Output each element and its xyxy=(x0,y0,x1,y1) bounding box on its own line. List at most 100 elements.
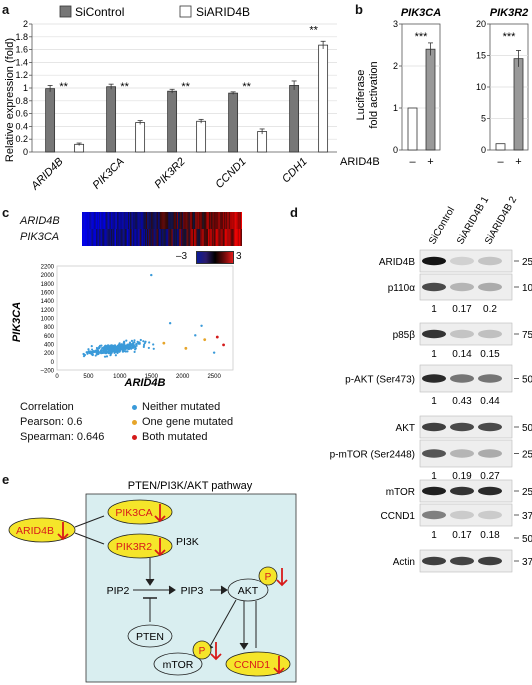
scale-max-label: 3 xyxy=(236,251,242,262)
heatmap-cell xyxy=(84,212,86,229)
panel-b-bar xyxy=(425,48,436,151)
scatter-point xyxy=(130,339,134,342)
scatter-point xyxy=(116,351,119,355)
marker-label: 250 xyxy=(522,487,532,498)
scatter-point xyxy=(142,340,145,343)
scatter-point xyxy=(120,346,123,349)
heatmap-cell xyxy=(216,212,218,229)
heatmap-cell xyxy=(173,212,176,229)
heatmap-cell xyxy=(140,229,143,246)
heatmap-cell xyxy=(203,212,205,229)
heatmap-cell xyxy=(132,212,134,229)
scatter-point xyxy=(139,338,142,342)
heatmap-cell xyxy=(131,229,133,246)
heatmap-cell xyxy=(144,229,147,246)
heatmap-cell xyxy=(172,229,175,246)
heatmap-cell xyxy=(233,212,235,229)
heatmap-cell xyxy=(220,229,223,246)
bar-siarid4b-pik3ca xyxy=(135,122,146,153)
heatmap-cell xyxy=(215,229,217,246)
scatter-point xyxy=(96,348,99,351)
panel-e-letter: e xyxy=(2,472,10,487)
scatter-point-one-mutated xyxy=(162,341,166,345)
heatmap-cell xyxy=(152,229,154,246)
heatmap-cell xyxy=(207,229,210,246)
scatter-point xyxy=(100,348,103,352)
heatmap-cell xyxy=(99,212,101,229)
panel-b-ytick: 2 xyxy=(393,61,398,71)
quantification-value: 0.44 xyxy=(480,396,500,407)
scatter-point xyxy=(129,342,133,346)
heatmap-cell xyxy=(233,229,235,246)
heatmap-cell xyxy=(117,229,119,246)
significance-label: ** xyxy=(120,81,129,93)
heatmap-cell xyxy=(86,212,88,229)
legend-swatch-siarid4b xyxy=(179,5,192,18)
scatter-point xyxy=(133,339,136,342)
marker-label: 100 xyxy=(522,283,532,294)
scatter-point xyxy=(129,347,132,350)
heatmap-cell xyxy=(237,212,240,229)
blot-band xyxy=(450,449,474,458)
heatmap-cell xyxy=(135,229,137,246)
heatmap-cell xyxy=(196,212,198,229)
scatter-point xyxy=(90,348,94,351)
scatter-ytick: 0 xyxy=(51,360,55,366)
panel-c-letter: c xyxy=(2,205,10,220)
heatmap-cell xyxy=(164,229,166,246)
blot-band xyxy=(422,449,446,458)
heatmap-cell xyxy=(169,212,171,229)
heatmap-cell xyxy=(214,229,216,246)
scatter-point-both-mutated xyxy=(215,335,219,339)
blot-row-label: mTOR xyxy=(386,487,415,498)
heatmap-cell xyxy=(199,229,201,246)
heatmap-cell xyxy=(188,212,191,229)
bar-siarid4b-pik3r2 xyxy=(196,120,207,153)
heatmap-cell xyxy=(100,229,102,246)
heatmap-cell xyxy=(203,229,205,246)
heatmap-cell xyxy=(90,212,92,229)
bar-sicontrol-pik3r2 xyxy=(167,90,178,153)
heatmap-cell xyxy=(202,229,204,246)
heatmap-cell xyxy=(178,212,180,229)
scatter-point xyxy=(152,347,155,350)
heatmap-cell xyxy=(165,212,167,229)
heatmap-cell xyxy=(121,229,123,246)
panel-a-ytick: 2 xyxy=(23,19,28,29)
scatter-ytick: 1800 xyxy=(41,282,55,288)
heatmap-cell xyxy=(147,229,149,246)
heatmap-cell xyxy=(95,212,98,229)
heatmap-cell xyxy=(96,229,99,246)
heatmap-cell xyxy=(102,212,104,229)
heatmap-cell xyxy=(156,229,159,246)
heatmap-cell xyxy=(173,229,176,246)
heatmap-cell xyxy=(210,229,212,246)
heatmap-cell xyxy=(204,212,207,229)
bar-siarid4b-ccnd1 xyxy=(257,131,268,153)
heatmap-label-pik3ca: PIK3CA xyxy=(20,231,60,243)
significance-label: ** xyxy=(309,25,318,37)
heatmap-cell xyxy=(103,229,105,246)
node-arid4b xyxy=(8,517,76,543)
heatmap-cell xyxy=(106,212,108,229)
node-akt-phospho-label: P xyxy=(265,572,272,583)
heatmap-cell xyxy=(155,212,157,229)
heatmap-cell xyxy=(83,212,85,229)
scatter-point xyxy=(128,345,131,348)
heatmap-cell xyxy=(159,229,162,246)
heatmap-cell xyxy=(175,229,178,246)
scatter-point xyxy=(135,342,138,346)
heatmap-cell xyxy=(212,212,214,229)
scatter-ytick: 2000 xyxy=(41,273,55,279)
heatmap-cell xyxy=(142,212,145,229)
heatmap-cell xyxy=(234,212,236,229)
scatter-point xyxy=(109,347,112,350)
heatmap-cell xyxy=(125,212,128,229)
blot-band xyxy=(422,282,446,292)
scatter-point xyxy=(95,350,98,353)
heatmap-cell xyxy=(94,229,97,246)
heatmap-cell xyxy=(85,212,87,229)
heatmap-cell xyxy=(148,229,150,246)
panel-b-chart-title: PIK3CA xyxy=(401,7,441,19)
heatmap-cell xyxy=(236,229,239,246)
